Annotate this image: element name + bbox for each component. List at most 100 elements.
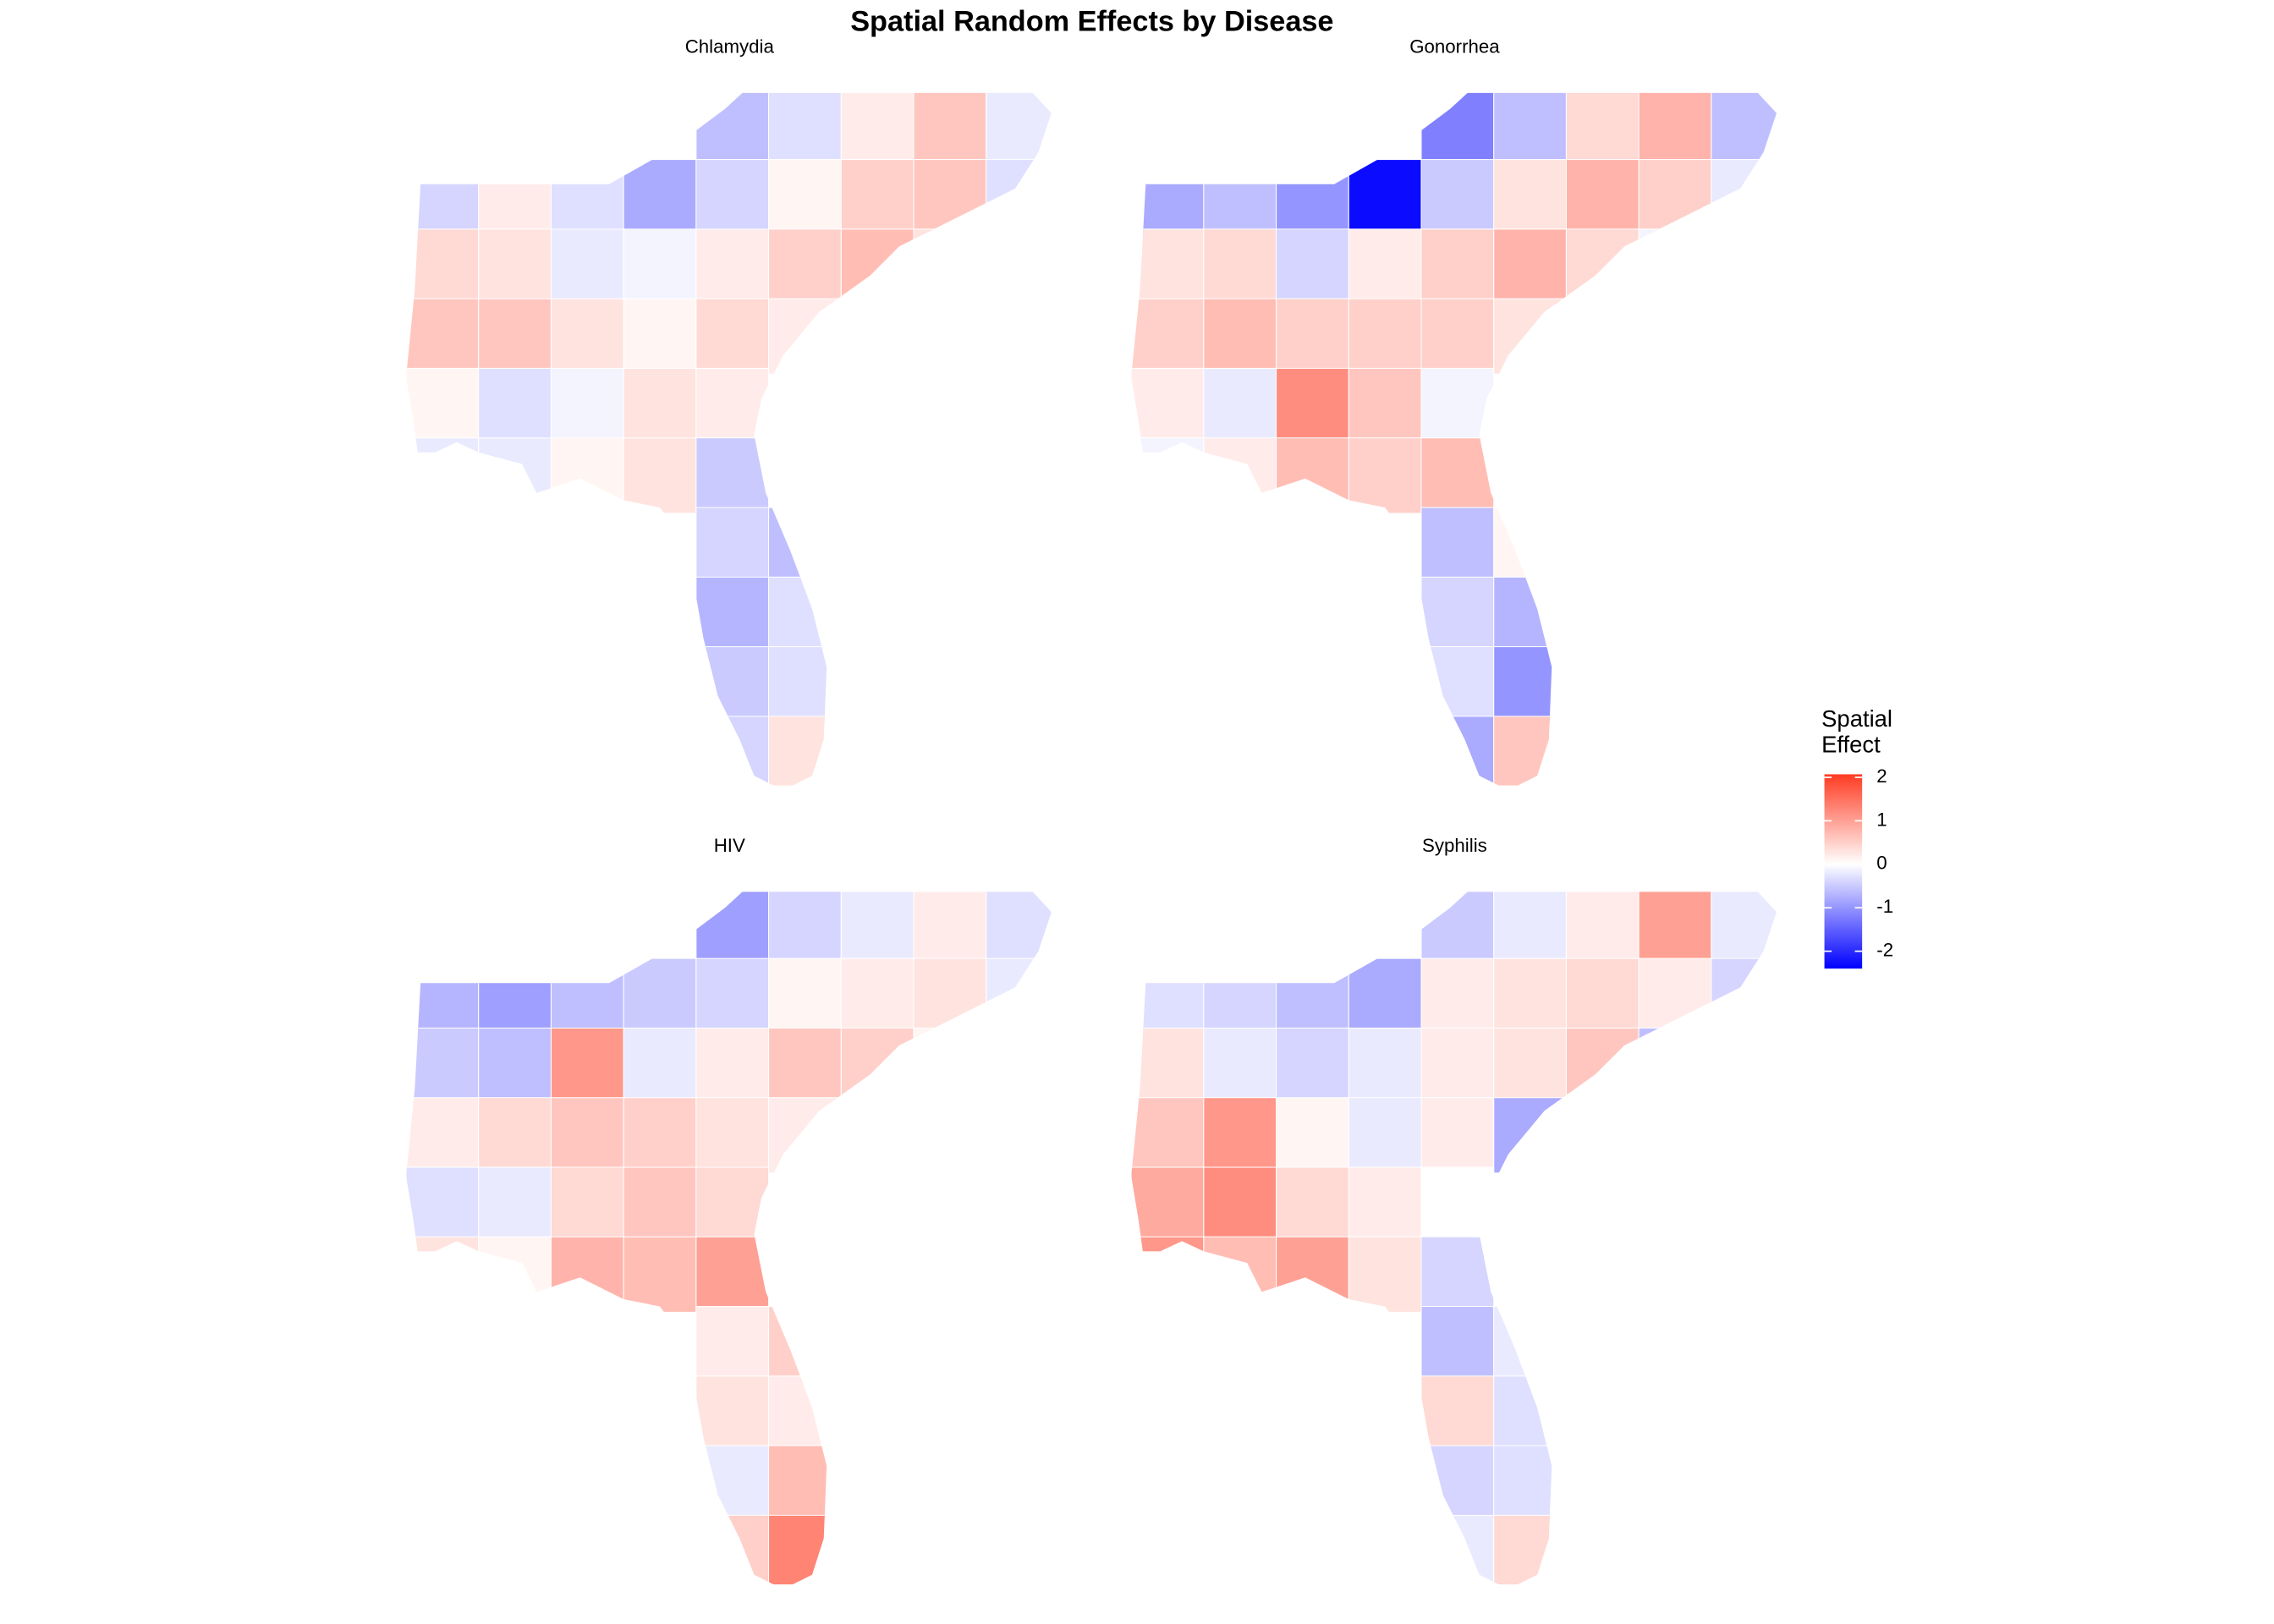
region-cell [695, 1375, 770, 1452]
region-cell [1493, 716, 1567, 787]
region-cell [1203, 1027, 1277, 1105]
region-cell [1203, 228, 1277, 305]
region-cell [1493, 576, 1567, 653]
panel-title: Chlamydia [685, 36, 775, 57]
region-cell [695, 1445, 770, 1522]
region-cell [1565, 92, 1640, 166]
region-cell [986, 892, 1052, 965]
region-cell [478, 228, 552, 305]
region-cell [695, 92, 770, 166]
region-cell [768, 1097, 842, 1174]
region-cell [1420, 367, 1495, 445]
region-cell [406, 159, 480, 236]
region-cell [1348, 1166, 1422, 1243]
chart-title: Spatial Random Effects by Disease [850, 5, 1333, 37]
region-cell [840, 92, 915, 166]
region-cell [550, 1097, 624, 1174]
region-cell [1493, 507, 1567, 584]
region-cell [695, 298, 770, 375]
region-cell [695, 892, 770, 965]
region-cell [1420, 228, 1495, 305]
legend-colorbar [1824, 774, 1863, 969]
region-cell [1348, 437, 1422, 514]
legend-tick-label: 0 [1876, 853, 1887, 874]
region-cell [1348, 1027, 1422, 1105]
region-cell [1711, 957, 1777, 1034]
region-cell [1493, 646, 1567, 723]
region-cell [478, 1097, 552, 1174]
region-cell [623, 1097, 697, 1174]
region-cell [913, 1027, 987, 1105]
region-cell [406, 437, 480, 514]
region-cell [768, 507, 842, 584]
region-cell [695, 437, 770, 514]
region-cell [1420, 1445, 1495, 1522]
legend-title: Spatial Effect [1821, 707, 1893, 759]
region-cell [1276, 159, 1349, 236]
region-cell [1420, 1027, 1495, 1105]
region-cell [1276, 367, 1349, 445]
region-cell [695, 1236, 770, 1313]
region-cell [695, 367, 770, 445]
region-cell [840, 1027, 915, 1105]
legend-tick-label: -1 [1876, 896, 1893, 917]
region-cell [1203, 1236, 1277, 1313]
legend-tick-label: 2 [1876, 765, 1887, 787]
region-cell [1493, 159, 1567, 236]
region-cell [1276, 228, 1349, 305]
region-cell [1638, 957, 1712, 1034]
region-cell [406, 367, 480, 445]
region-cell [1711, 92, 1777, 166]
region-cell [1276, 1027, 1349, 1105]
region-cell [1420, 1306, 1495, 1383]
region-cell [768, 646, 842, 723]
region-cell [623, 159, 697, 236]
region-cell [913, 892, 987, 965]
region-cell [695, 646, 770, 723]
region-cell [550, 228, 624, 305]
region-cell [1493, 892, 1567, 965]
region-cell [1276, 1236, 1349, 1313]
region-cell [478, 1027, 552, 1105]
region-cell [1638, 892, 1712, 965]
legend-title-box: Spatial Effect [1821, 707, 1893, 759]
region-cell [1131, 957, 1205, 1034]
region-cell [695, 159, 770, 236]
map-region [1131, 92, 1777, 787]
region-cell [478, 367, 552, 445]
region-cell [1493, 1306, 1567, 1383]
region-cell [1420, 1166, 1495, 1243]
region-cell [913, 159, 987, 236]
region-cell [1348, 298, 1422, 375]
region-cell [1276, 298, 1349, 375]
map-panel [1131, 892, 1777, 1586]
region-cell [768, 576, 842, 653]
region-cell [1420, 1514, 1495, 1586]
region-cell [840, 892, 915, 965]
region-cell [768, 1306, 842, 1383]
region-cell [1203, 367, 1277, 445]
region-cell [1493, 1445, 1567, 1522]
map-region [406, 92, 1052, 787]
region-cell [695, 716, 770, 787]
region-cell [623, 437, 697, 514]
region-cell [1493, 1375, 1567, 1452]
region-cell [1131, 228, 1205, 305]
region-cell [478, 1166, 552, 1243]
region-cell [1131, 1166, 1205, 1243]
region-cell [1420, 298, 1495, 375]
region-cell [550, 437, 624, 514]
region-cell [1493, 957, 1567, 1034]
region-cell [406, 1236, 480, 1313]
region-cell [1493, 1027, 1567, 1105]
region-cell [406, 1166, 480, 1243]
region-cell [550, 1166, 624, 1243]
region-cell [1638, 228, 1712, 305]
region-cell [1276, 1166, 1349, 1243]
region-cell [840, 957, 915, 1034]
region-cell [623, 367, 697, 445]
region-cell [1131, 1097, 1205, 1174]
panel-title: HIV [714, 835, 745, 856]
